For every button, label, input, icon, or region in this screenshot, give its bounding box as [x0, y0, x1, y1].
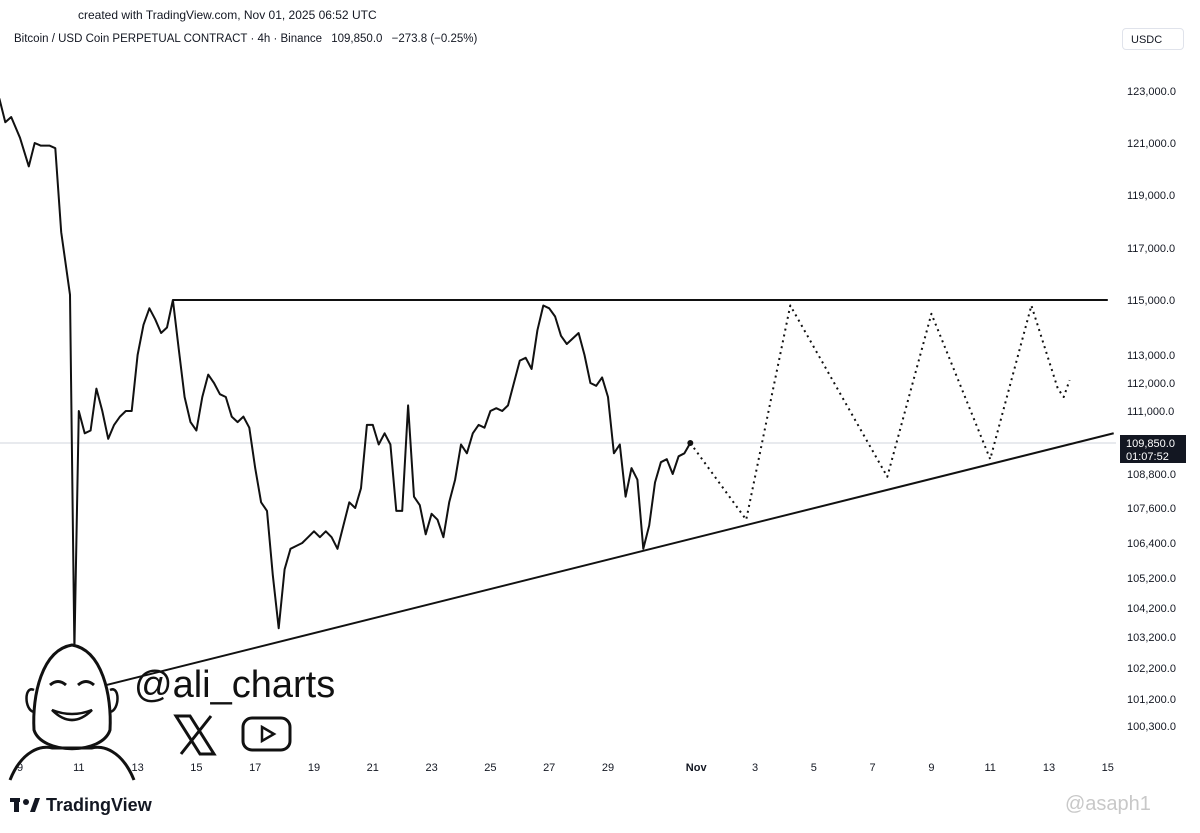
x-tick-label: 11: [984, 762, 995, 774]
x-tick-label: 27: [543, 762, 555, 774]
y-tick-label: 123,000.0: [1127, 86, 1176, 98]
y-tick-label: 100,300.0: [1127, 721, 1176, 733]
avatar-eye-right: [77, 680, 95, 687]
x-tick-label: 15: [1102, 762, 1114, 774]
x-tick-label: 15: [190, 762, 202, 774]
y-tick-label: 102,200.0: [1127, 663, 1176, 675]
author-handle: @ali_charts: [134, 664, 336, 706]
y-tick-label: 105,200.0: [1127, 573, 1176, 585]
x-tick-label: 19: [308, 762, 320, 774]
y-tick-label: 119,000.0: [1127, 190, 1175, 202]
avatar-head: [32, 643, 112, 751]
youtube-icon[interactable]: [241, 716, 292, 752]
avatar-ear-right: [109, 688, 119, 714]
y-tick-label: 104,200.0: [1127, 603, 1176, 615]
projection-line: [689, 304, 1071, 521]
y-tick-label: 107,600.0: [1127, 503, 1176, 515]
x-tick-label: 9: [928, 762, 934, 774]
tradingview-logo-text: TradingView: [46, 795, 152, 815]
last-price: 109,850.0: [331, 33, 383, 45]
symbol-header: Bitcoin / USD Coin PERPETUAL CONTRACT · …: [14, 33, 483, 45]
price-tag-countdown: 01:07:52: [1126, 451, 1169, 463]
series-layer: [0, 98, 1071, 651]
watermark: @asaph1: [1065, 793, 1151, 815]
y-tick-label: 106,400.0: [1127, 538, 1176, 550]
trendline-layer: [87, 299, 1114, 691]
price-tag-value: 109,850.0: [1126, 438, 1175, 450]
y-tick-label: 103,200.0: [1127, 632, 1176, 644]
last-price-dot: [687, 440, 694, 446]
x-tick-label: 9: [17, 762, 23, 774]
y-tick-label: 117,000.0: [1127, 243, 1175, 255]
price-line: [0, 98, 692, 651]
avatar-eye-left: [49, 680, 67, 687]
x-axis: 9 11 13 15 17 19 21 23 25 27 29 Nov 3 5 7 9 11 13 15: [17, 762, 1114, 774]
avatar-shoulders: [8, 745, 136, 781]
created-caption: created with TradingView.com, Nov 01, 20…: [78, 8, 377, 22]
x-tick-label: 23: [425, 762, 437, 774]
x-tick-label: 13: [1043, 762, 1055, 774]
x-tick-label: 29: [602, 762, 614, 774]
x-tick-label: 17: [249, 762, 261, 774]
x-tick-label: 3: [752, 762, 758, 774]
x-tick-label: 21: [367, 762, 379, 774]
tradingview-logo[interactable]: TradingView: [10, 795, 152, 816]
currency-button[interactable]: USDC: [1122, 28, 1184, 50]
y-axis: 123,000.0 121,000.0 119,000.0 117,000.0 115,…: [1127, 86, 1176, 733]
price-tag-box: [1120, 435, 1186, 463]
trendline-ascending: [87, 432, 1114, 691]
tradingview-logo-icon: [10, 797, 40, 812]
x-tick-label: 11: [73, 762, 84, 774]
x-tick-label: 5: [811, 762, 817, 774]
x-tick-label: 25: [484, 762, 496, 774]
y-tick-label: 112,000.0: [1127, 378, 1175, 390]
avatar: [8, 643, 136, 781]
y-tick-label: 113,000.0: [1127, 350, 1175, 362]
x-tick-label: 7: [870, 762, 876, 774]
x-tick-label: 13: [131, 762, 143, 774]
y-tick-label: 108,800.0: [1127, 469, 1176, 481]
price-change: −273.8 (−0.25%): [391, 33, 478, 45]
y-tick-label: 115,000.0: [1127, 295, 1175, 307]
price-tag: 109,850.001:07:52: [1120, 435, 1186, 463]
y-tick-label: 121,000.0: [1127, 138, 1176, 150]
symbol-name[interactable]: Bitcoin / USD Coin PERPETUAL CONTRACT · …: [14, 33, 323, 45]
x-tick-label: Nov: [686, 762, 708, 774]
avatar-ear-left: [25, 688, 35, 714]
y-tick-label: 111,000.0: [1127, 406, 1174, 418]
y-tick-label: 101,200.0: [1127, 694, 1176, 706]
x-social-icon[interactable]: [173, 714, 217, 756]
avatar-smile: [51, 708, 93, 722]
